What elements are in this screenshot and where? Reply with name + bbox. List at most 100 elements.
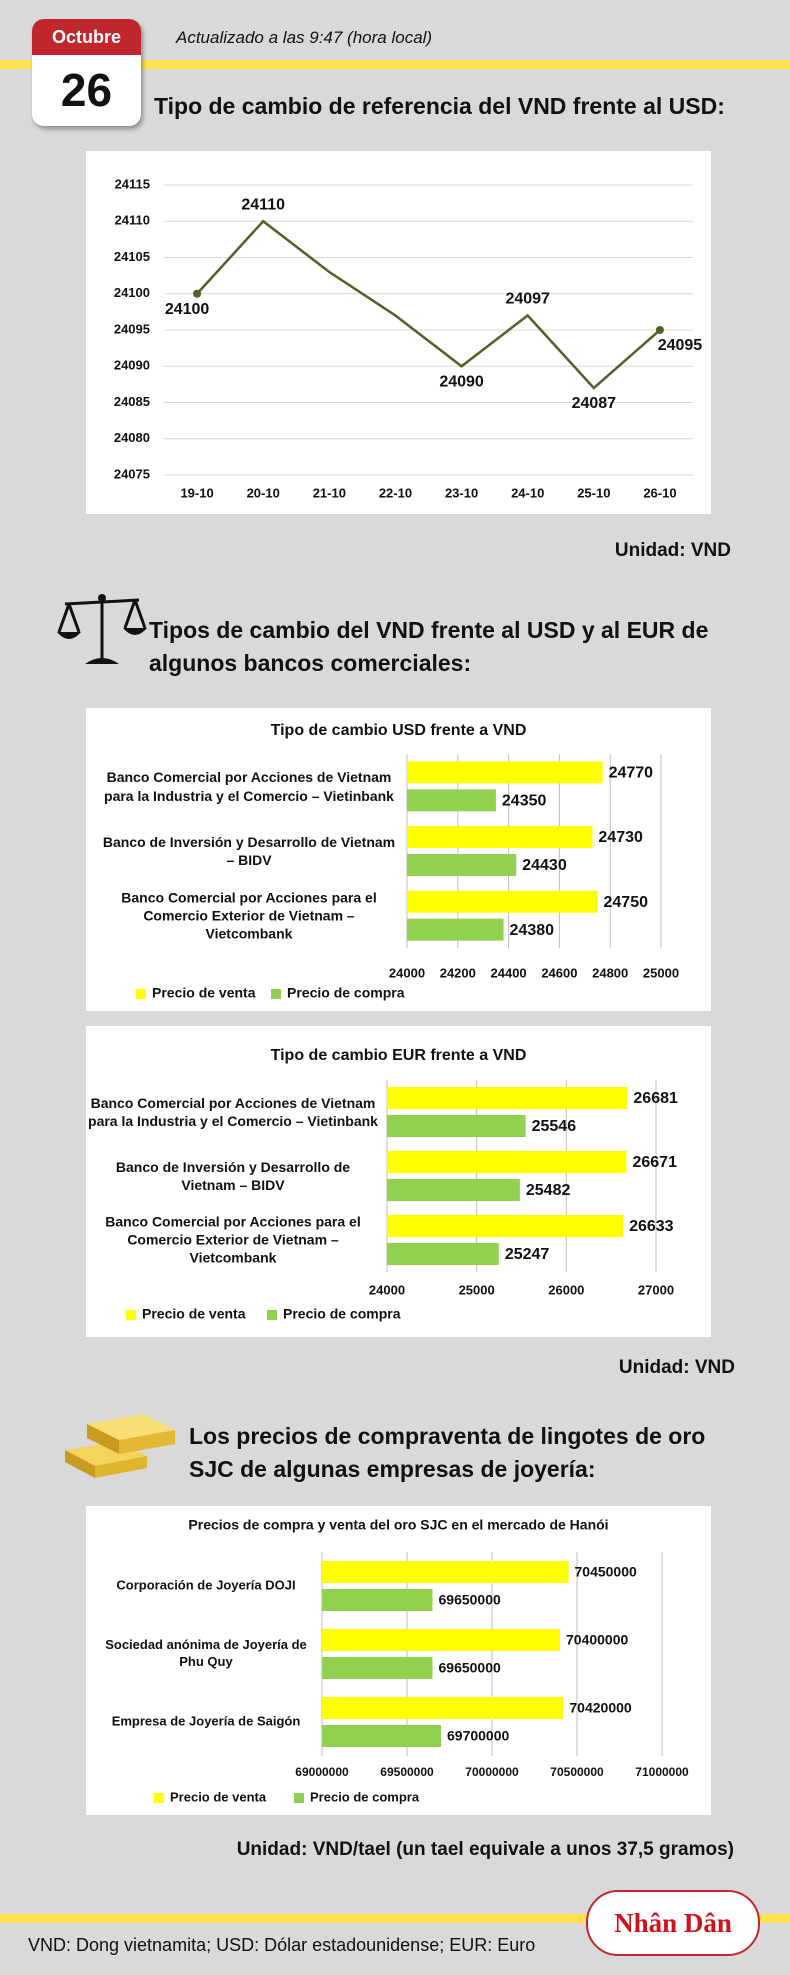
bar [387,1151,627,1173]
data-label: 70400000 [566,1632,629,1648]
data-label: 69650000 [439,1592,502,1608]
line [196,219,661,390]
data-label: 24380 [510,922,555,939]
data-label: 26671 [632,1154,677,1171]
legend-label: Precio de venta [142,1306,246,1322]
bar [322,1725,441,1747]
category-label: Corporación de Joyería DOJI [116,1577,296,1593]
y-tick-label: 24100 [114,285,150,300]
bar [407,854,517,876]
calendar-month: Octubre [32,19,141,55]
marker [655,326,664,334]
legend-label: Precio de venta [152,985,256,1001]
footer-note: VND: Dong vietnamita; USD: Dólar estadou… [28,1935,536,1955]
bar [387,1215,624,1237]
bar [322,1657,433,1679]
bar [407,918,504,941]
category-label: Banco Comercial por Acciones de Vietnam … [104,769,394,804]
bar [322,1589,433,1611]
scales-icon [57,594,147,664]
data-label: 24087 [572,395,617,412]
data-label: 24730 [598,829,643,846]
y-tick-label: 24105 [114,249,150,264]
category-label: Sociedad anónima de Joyería de Phu Quy [105,1637,307,1669]
stripe [0,1914,790,1923]
bar [407,826,593,848]
y-tick-label: 24090 [114,358,150,373]
section-title: Tipos de cambio del VND frente al USD y … [149,617,709,676]
x-tick-label: 24800 [592,965,628,980]
x-tick-label: 24000 [389,965,425,980]
category-label: Banco Comercial por Acciones de Vietnam … [88,1094,378,1129]
category-label: Empresa de Joyería de Saigón [111,1713,301,1729]
bar [387,1087,628,1109]
unit-label: Unidad: VND/tael (un tael equivale a uno… [236,1839,734,1860]
data-label: 24095 [658,337,703,354]
legend-swatch [154,1793,164,1803]
bar [407,789,496,812]
legend-swatch [126,1310,136,1320]
legend-swatch [267,1310,277,1320]
legend-label: Precio de compra [310,1789,420,1804]
y-tick-label: 24110 [115,213,150,228]
calendar-day: 26 [60,64,113,116]
x-tick-label: 26000 [548,1282,584,1297]
chart-panel: Tipo de cambio USD frente a VND 24000 2420… [86,708,711,1011]
chart-panel: 24075 24080 24085 24090 24095 24100 24105 24110… [86,151,711,514]
bar [322,1561,569,1583]
category-label: Banco Comercial por Acciones para el Com… [105,1213,361,1267]
y-tick-label: 24095 [114,321,150,336]
x-tick-label: 24-10 [511,485,544,500]
stripe [0,60,790,69]
marker [193,289,202,298]
x-tick-label: 22-10 [379,485,412,500]
bar-chart: Tipo de cambio EUR frente a VND 24000 2500… [126,1047,678,1322]
x-tick-label: 24000 [369,1282,405,1297]
legend-swatch [136,989,146,999]
x-tick-label: 26-10 [643,485,676,500]
x-tick-label: 69000000 [295,1765,349,1779]
unit-label: Unidad: VND [618,1357,735,1378]
x-tick-label: 71000000 [635,1765,689,1779]
category-label: Banco de Inversión y Desarrollo de Vietn… [115,1158,351,1193]
x-tick-label: 24600 [541,965,577,980]
x-tick-label: 24200 [440,965,476,980]
section-title: Los precios de compraventa de lingotes d… [189,1423,706,1482]
x-tick-label: 20-10 [247,485,280,500]
data-label: 24090 [439,373,484,390]
data-label: 24770 [609,765,654,782]
bar-chart: Precios de compra y venta del oro SJC en… [154,1517,689,1804]
data-label: 24430 [522,857,567,874]
x-tick-label: 24400 [491,965,527,980]
gold-icon [65,1414,175,1478]
x-tick-label: 21-10 [313,485,346,500]
y-tick-label: 24080 [114,430,150,445]
data-label: 69700000 [447,1728,510,1744]
calendar: Octubre 26 [32,19,141,126]
chart-panel: Tipo de cambio EUR frente a VND 24000 2500… [86,1026,711,1337]
data-label: 24750 [604,894,649,911]
data-label: 69650000 [439,1660,502,1676]
y-tick-label: 24085 [114,394,150,409]
data-label: 25247 [505,1246,550,1263]
legend-label: Precio de compra [283,1306,401,1322]
x-tick-label: 70500000 [550,1765,604,1779]
unit-label: Unidad: VND [614,540,731,561]
chart-title: Precios de compra y venta del oro SJC en… [188,1517,608,1533]
legend-swatch [271,989,281,999]
x-tick-label: 69500000 [380,1765,434,1779]
category-label: Banco Comercial por Acciones para el Com… [121,889,377,942]
chart-title: Tipo de cambio USD frente a VND [271,722,527,739]
legend-label: Precio de venta [170,1789,267,1804]
x-tick-label: 25000 [643,965,679,980]
category-label: Banco de Inversión y Desarrollo de Vietn… [102,833,396,868]
bar [387,1115,526,1137]
bar-chart: Tipo de cambio USD frente a VND 24000 2420… [136,722,679,1001]
data-label: 70450000 [575,1564,638,1580]
x-tick-label: 70000000 [465,1765,519,1779]
x-tick-label: 27000 [638,1282,674,1297]
x-tick-label: 19-10 [180,485,213,500]
data-label: 26681 [633,1090,678,1107]
data-label: 24350 [502,793,547,810]
